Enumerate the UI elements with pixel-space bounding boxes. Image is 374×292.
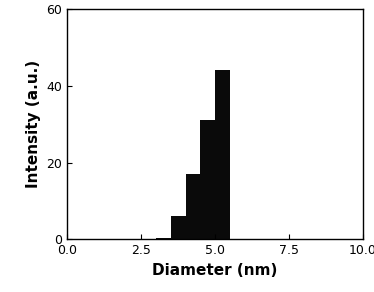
Bar xyxy=(156,237,171,239)
Bar xyxy=(215,70,230,239)
Bar xyxy=(200,120,215,239)
Bar xyxy=(171,216,186,239)
Bar xyxy=(186,174,200,239)
Y-axis label: Intensity (a.u.): Intensity (a.u.) xyxy=(26,60,41,188)
X-axis label: Diameter (nm): Diameter (nm) xyxy=(152,263,278,278)
